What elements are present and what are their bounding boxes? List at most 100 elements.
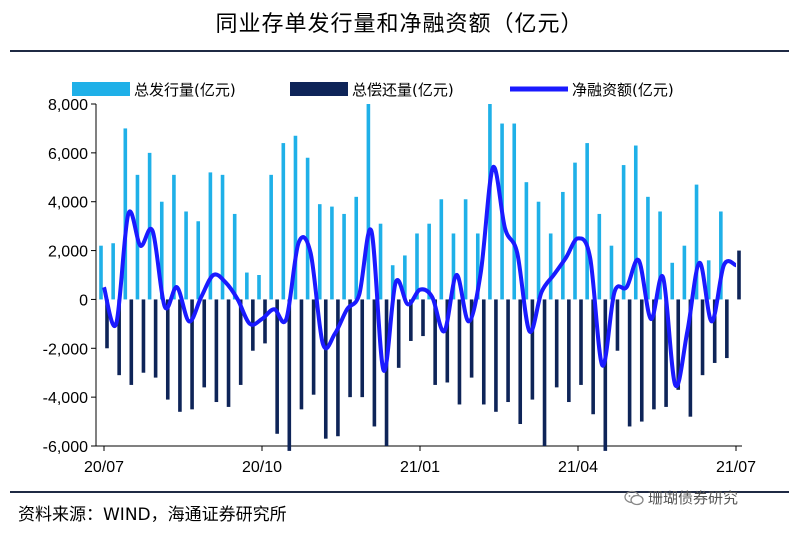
title-rule — [10, 50, 789, 52]
repay-bar — [494, 299, 498, 412]
issue-bar — [317, 204, 322, 300]
repay-bar — [105, 299, 109, 349]
issue-bar — [548, 233, 553, 300]
issue-bar — [427, 223, 431, 300]
legend-label: 总发行量(亿元) — [134, 81, 236, 99]
source-note: 资料来源：WIND，海通证券研究所 — [18, 505, 287, 525]
issue-bar — [706, 260, 711, 300]
repay-bar — [579, 299, 583, 385]
issue-bar — [354, 196, 359, 300]
issue-bar — [208, 172, 213, 300]
legend-swatch — [290, 82, 348, 96]
x-tick-label: 20/10 — [242, 459, 282, 476]
issue-bar — [123, 128, 128, 300]
repay-bar — [469, 299, 474, 378]
watermark-text: 珊瑚债券研究 — [648, 489, 739, 507]
issue-bar — [524, 182, 529, 300]
repay-bar — [409, 299, 413, 341]
issue-bar — [269, 174, 273, 300]
issue-bar — [245, 272, 249, 300]
repay-bar — [287, 299, 292, 451]
y-tick-label: 0 — [79, 292, 88, 309]
repay-bar — [457, 299, 462, 405]
issue-bar — [257, 275, 261, 300]
repay-bar — [639, 299, 644, 422]
repay-bar — [323, 299, 328, 439]
x-tick-label: 21/04 — [558, 459, 598, 476]
issue-bar — [719, 211, 723, 300]
repay-bar — [202, 299, 207, 388]
repay-bar — [433, 299, 437, 385]
x-tick-label: 21/01 — [400, 459, 440, 476]
repay-bar — [615, 299, 620, 351]
repay-bar — [664, 299, 668, 407]
repay-bar — [360, 299, 365, 398]
legend-label: 净融资额(亿元) — [572, 81, 674, 99]
issue-bar — [305, 157, 310, 300]
repay-bar — [542, 299, 547, 446]
legend-label: 总偿还量(亿元) — [352, 81, 454, 99]
issue-bar — [403, 255, 407, 300]
repay-bar — [506, 299, 510, 403]
issue-bar — [597, 213, 602, 300]
issue-bar — [172, 174, 176, 300]
repay-bar — [117, 299, 121, 376]
repay-bars — [105, 250, 741, 451]
repay-bar — [238, 299, 243, 385]
issue-bar — [646, 196, 650, 300]
footer-rule — [10, 491, 789, 493]
repay-bar — [725, 299, 729, 359]
issue-bar — [415, 233, 419, 300]
wechat-icon — [624, 490, 644, 505]
issue-bar — [366, 104, 371, 300]
repay-bar — [421, 299, 425, 337]
issue-bar — [512, 123, 517, 300]
y-tick-label: -4,000 — [43, 390, 88, 407]
repay-bar — [226, 299, 231, 407]
legend-swatch — [72, 82, 130, 96]
issue-bar — [536, 201, 541, 300]
issue-bar — [330, 206, 334, 300]
repay-bar — [554, 299, 559, 388]
x-tick-label: 20/07 — [84, 459, 124, 476]
issue-bar — [573, 162, 577, 300]
repay-bar — [336, 299, 340, 437]
y-tick-label: 2,000 — [48, 244, 88, 261]
issue-bar — [390, 265, 395, 300]
repay-bar — [567, 299, 571, 403]
net-financing-line — [102, 165, 737, 389]
repay-bar — [396, 299, 401, 368]
issue-bar — [670, 262, 675, 300]
y-tick-label: 6,000 — [48, 146, 88, 163]
repay-bar — [348, 299, 352, 398]
repay-bar — [214, 299, 219, 403]
repay-bar — [190, 299, 194, 410]
x-tick-label: 21/07 — [716, 459, 756, 476]
repay-bar — [700, 299, 705, 376]
repay-bar — [518, 299, 523, 425]
y-tick-label: 4,000 — [48, 195, 88, 212]
issue-bar — [463, 199, 468, 300]
issue-bar — [561, 191, 565, 300]
repay-bar — [676, 299, 681, 390]
repay-bar — [275, 299, 279, 434]
issue-bar — [633, 145, 638, 300]
legend: 总发行量(亿元) 总偿还量(亿元) 净融资额(亿元) — [72, 81, 674, 99]
y-tick-label: -2,000 — [43, 341, 88, 358]
issue-bar — [439, 199, 444, 300]
repay-bar — [372, 299, 377, 427]
y-tick-label: -6,000 — [43, 439, 88, 456]
net-line-layer — [102, 165, 737, 389]
issue-bar — [111, 243, 115, 300]
repay-bar — [311, 299, 316, 395]
issue-bar — [342, 213, 346, 300]
repay-bar — [530, 299, 535, 400]
repay-bar — [712, 299, 717, 363]
issue-bar — [585, 143, 589, 300]
issue-bar — [621, 165, 626, 300]
issue-bar — [609, 245, 614, 300]
issue-bar — [694, 184, 699, 300]
repay-bar — [129, 299, 134, 385]
repay-bar — [688, 299, 693, 417]
issue-bar — [220, 174, 225, 300]
